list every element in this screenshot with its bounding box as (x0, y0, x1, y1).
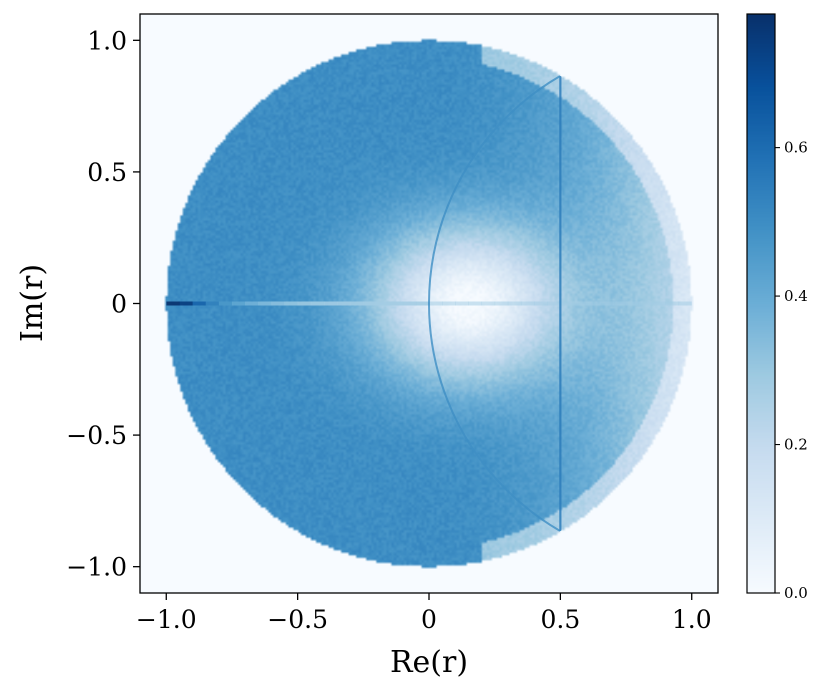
x-axis-title: Re(r) (390, 645, 468, 680)
y-tick-label: 1.0 (87, 26, 127, 55)
x-tick-label: 0.5 (540, 605, 580, 634)
colorbar-tick-label: 0.4 (784, 287, 808, 305)
y-tick-label: −1.0 (66, 553, 127, 582)
colorbar: 0.0 0.2 0.4 0.6 (746, 13, 808, 602)
plot-area (140, 14, 718, 593)
x-axis-ticks: −1.0 −0.5 0 0.5 1.0 (136, 593, 712, 634)
arc-feature (428, 40, 692, 567)
colorbar-tick-label: 0.0 (784, 584, 808, 602)
x-tick-label: −0.5 (267, 605, 328, 634)
y-tick-label: 0 (111, 290, 127, 319)
heatmap-features (166, 40, 692, 567)
x-tick-label: 0 (421, 605, 437, 634)
x-tick-label: 1.0 (672, 605, 712, 634)
y-axis-ticks: −1.0 −0.5 0 0.5 1.0 (66, 26, 140, 582)
x-tick-label: −1.0 (136, 605, 197, 634)
colorbar-frame (746, 13, 776, 594)
colorbar-tick-label: 0.2 (784, 436, 808, 454)
y-tick-label: 0.5 (87, 158, 127, 187)
colorbar-gradient (747, 14, 775, 593)
colorbar-tick-label: 0.6 (784, 139, 808, 157)
colorbar-ticks: 0.0 0.2 0.4 0.6 (775, 139, 808, 602)
y-axis-title: Im(r) (15, 264, 50, 342)
y-tick-label: −0.5 (66, 421, 127, 450)
